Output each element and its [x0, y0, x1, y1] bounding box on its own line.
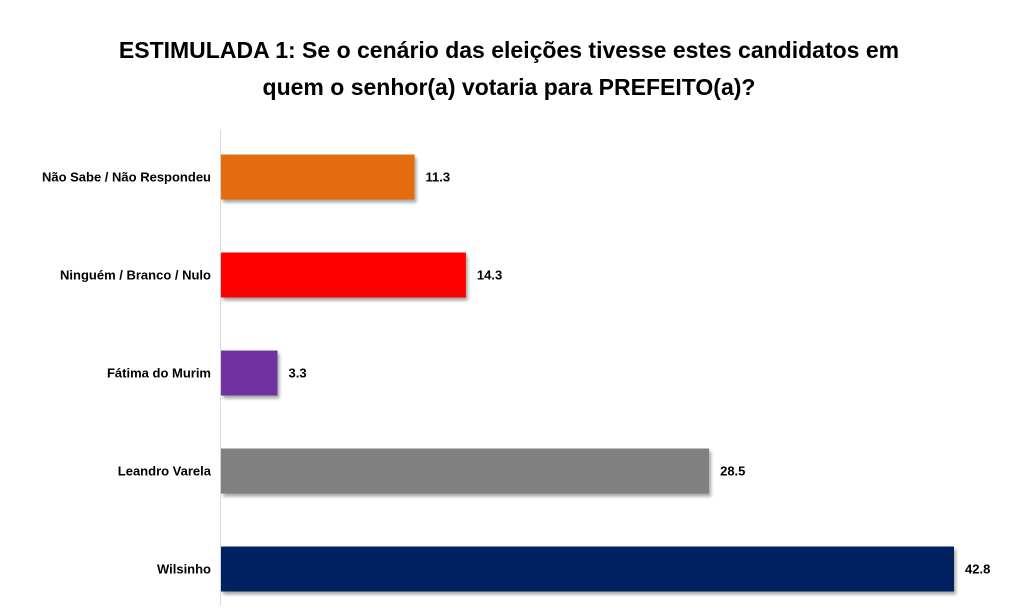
category-label-2: Fátima do Murim — [107, 366, 211, 381]
bar-2 — [221, 350, 278, 396]
category-label-4: Wilsinho — [157, 562, 211, 577]
bar-4 — [221, 546, 954, 592]
category-label-1: Ninguém / Branco / Nulo — [60, 268, 211, 283]
category-label-0: Não Sabe / Não Respondeu — [42, 170, 211, 185]
chart-title-line-2: quem o senhor(a) votaria para PREFEITO(a… — [262, 74, 756, 100]
value-label-3: 28.5 — [720, 464, 745, 479]
chart-title: ESTIMULADA 1: Se o cenário das eleições … — [0, 32, 1018, 106]
bar-0 — [221, 154, 415, 200]
value-label-0: 11.3 — [426, 170, 451, 185]
category-label-3: Leandro Varela — [118, 464, 212, 479]
bar-1 — [221, 252, 466, 298]
bar-3 — [221, 448, 710, 494]
value-label-2: 3.3 — [289, 366, 307, 381]
bars-layer: Não Sabe / Não Respondeu 11.3 Ninguém / Br… — [42, 154, 990, 592]
chart-title-line-1: ESTIMULADA 1: Se o cenário das eleições … — [118, 37, 900, 63]
value-label-1: 14.3 — [477, 268, 502, 283]
value-label-4: 42.8 — [965, 562, 990, 577]
